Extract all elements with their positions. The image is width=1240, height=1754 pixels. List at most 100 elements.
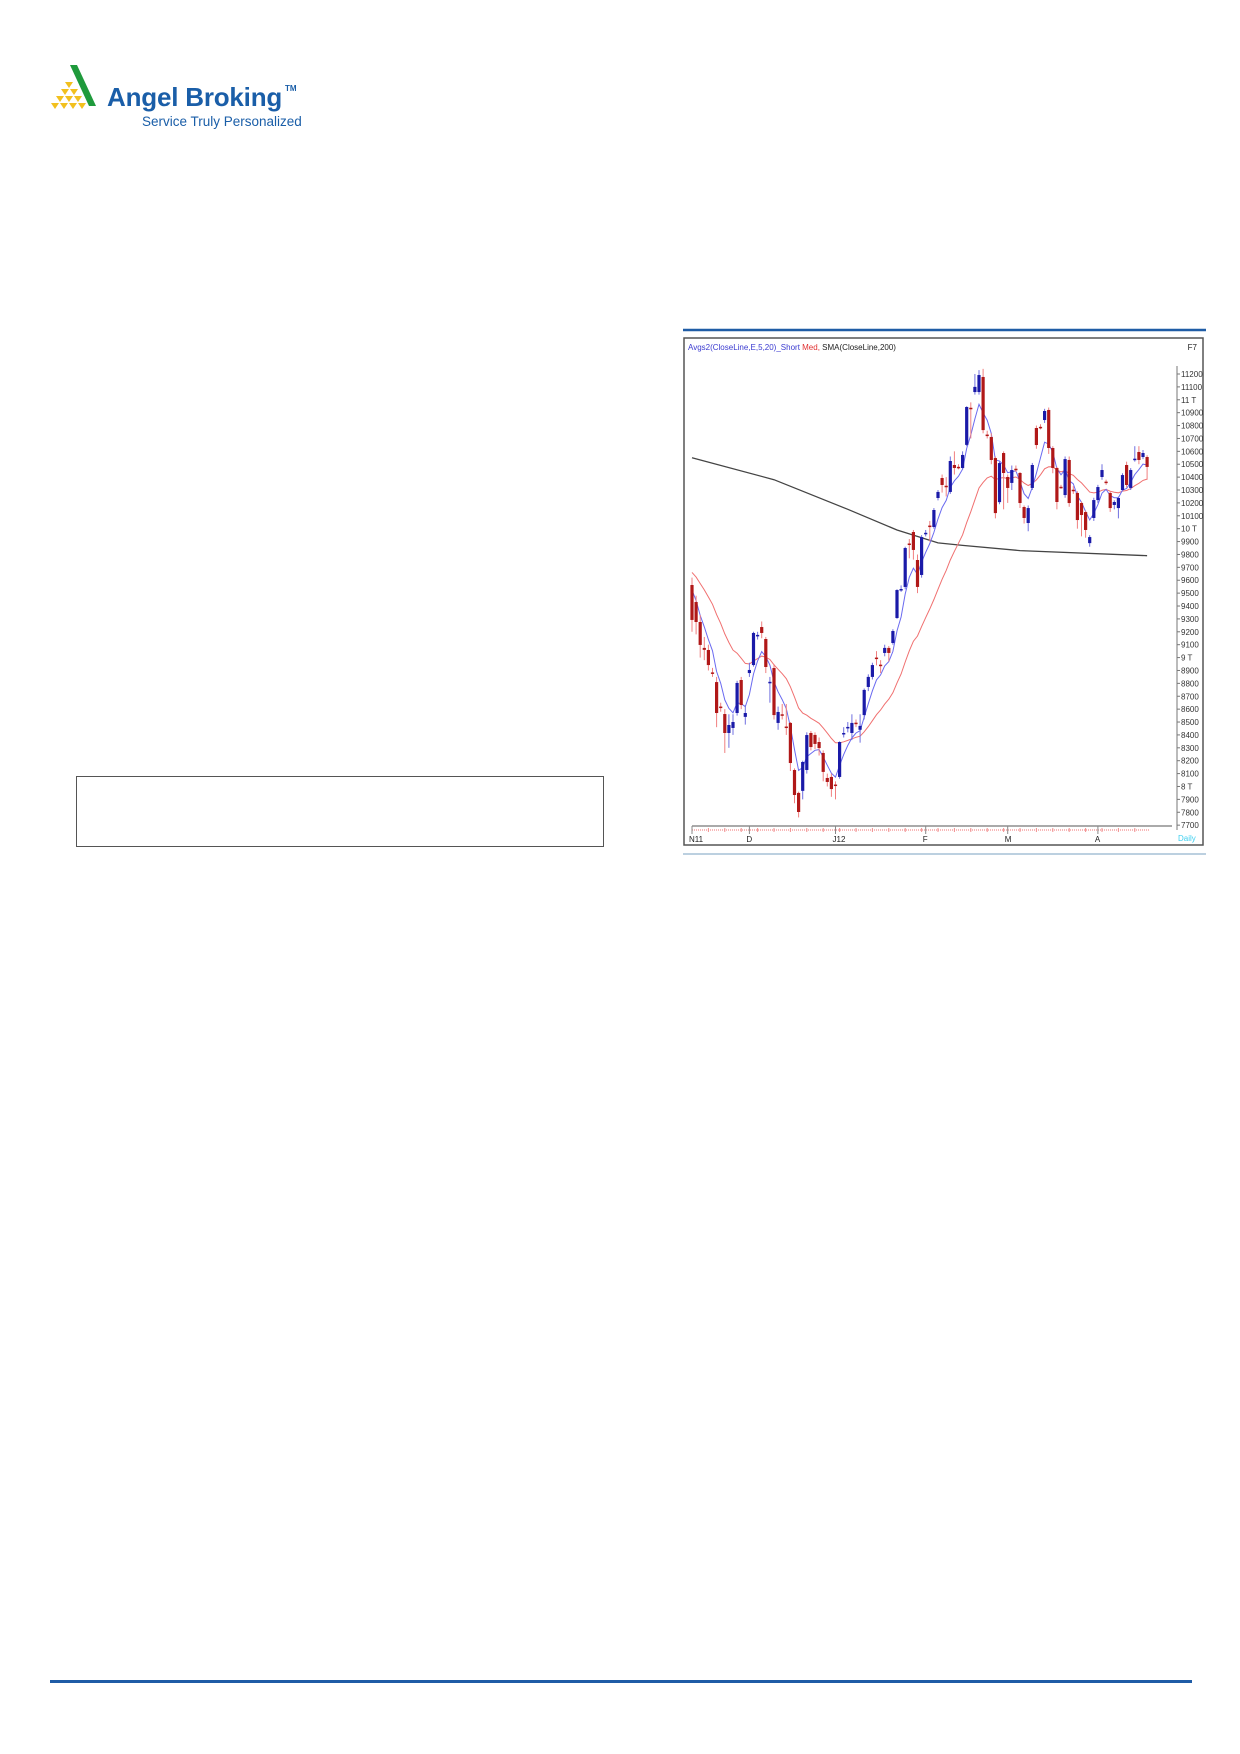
candle <box>698 615 702 658</box>
candle <box>1137 446 1141 465</box>
y-tick-label: 8600 <box>1181 705 1199 714</box>
candle-body <box>1133 458 1137 461</box>
candle <box>694 595 698 635</box>
candle <box>760 621 764 639</box>
candle-body <box>879 664 883 667</box>
candle-body <box>825 777 829 782</box>
candle <box>965 406 969 447</box>
candle <box>1014 465 1018 472</box>
legend-ema-short: Avgs2(CloseLine,E,5,20)_Short <box>688 343 801 352</box>
candle <box>825 773 829 787</box>
y-tick-label: 7900 <box>1181 795 1199 804</box>
candle <box>1125 461 1129 488</box>
note-box <box>76 776 604 847</box>
candle-body <box>956 466 961 469</box>
candle-body <box>735 682 739 714</box>
candle-body <box>1055 467 1059 502</box>
candle <box>731 714 735 735</box>
candle-body <box>784 726 788 729</box>
candle-body <box>961 454 965 468</box>
candle-body <box>887 647 891 653</box>
chart-corner-label: F7 <box>1188 343 1198 352</box>
candle <box>997 461 1002 505</box>
candle <box>879 660 883 674</box>
candle <box>858 714 862 743</box>
y-tick-label: 10100 <box>1181 512 1204 521</box>
x-tick-label: D <box>746 835 752 844</box>
candle-body <box>1120 475 1125 491</box>
candle <box>788 722 792 772</box>
y-tick-label: 8300 <box>1181 744 1199 753</box>
candle-body <box>924 532 928 535</box>
chart-frame <box>683 337 1204 846</box>
candle <box>1100 464 1104 480</box>
candle <box>710 667 715 677</box>
candle-body <box>760 627 764 633</box>
candle <box>719 702 723 712</box>
candle <box>829 773 833 797</box>
candle-body <box>747 669 751 674</box>
y-tick-label: 9900 <box>1181 538 1199 547</box>
candle-body <box>1043 410 1047 421</box>
candle <box>842 727 846 738</box>
candle <box>1047 407 1051 454</box>
candle <box>723 709 727 753</box>
candle-body <box>1002 453 1006 473</box>
candle-body <box>940 478 944 485</box>
candle-body <box>1018 472 1022 504</box>
candle <box>838 741 842 779</box>
candle <box>936 490 940 501</box>
y-tick-label: 8400 <box>1181 731 1199 740</box>
candle-body <box>1125 465 1129 485</box>
candle <box>1084 510 1088 538</box>
y-tick-label: 9600 <box>1181 576 1199 585</box>
candle-body <box>928 525 932 528</box>
candle-body <box>858 725 862 730</box>
candle-body <box>751 632 756 666</box>
candle <box>870 662 874 680</box>
candle <box>1022 505 1026 524</box>
candle <box>801 760 805 800</box>
brand-name: Angel Broking <box>107 82 283 112</box>
candle <box>727 714 731 748</box>
candle <box>862 688 866 720</box>
y-tick-label: 9700 <box>1181 563 1199 572</box>
candle-body <box>1026 508 1030 524</box>
candle-body <box>743 713 747 717</box>
candle-body <box>809 732 813 748</box>
candle-body <box>862 689 866 716</box>
x-tick-label: J12 <box>833 835 846 844</box>
candle-body <box>989 437 993 460</box>
y-tick-label: 10200 <box>1181 499 1204 508</box>
candle <box>805 732 809 774</box>
candle <box>874 651 879 666</box>
candle-body <box>797 792 801 813</box>
candle-body <box>1010 470 1014 483</box>
candle <box>1079 501 1084 537</box>
y-tick-label: 8700 <box>1181 692 1199 701</box>
candle-body <box>1137 451 1141 460</box>
candle-body <box>944 485 948 488</box>
y-tick-label: 8500 <box>1181 718 1199 727</box>
candle-body <box>866 676 870 687</box>
candle <box>792 768 797 804</box>
y-tick-label: 9300 <box>1181 615 1199 624</box>
y-tick-label: 10800 <box>1181 422 1204 431</box>
candle <box>1120 473 1125 492</box>
candle <box>1141 450 1145 460</box>
candle <box>1055 466 1059 510</box>
candle <box>1145 455 1149 480</box>
ema-short-line <box>691 402 1148 778</box>
candle <box>924 529 928 537</box>
candle-body <box>1112 501 1116 505</box>
candle-body <box>821 752 825 772</box>
candle-body <box>1116 498 1120 509</box>
chart-legend: Avgs2(CloseLine,E,5,20)_Short Med, SMA(C… <box>688 343 896 352</box>
candle-body <box>764 639 768 667</box>
candle-body <box>1108 492 1112 509</box>
candle <box>1026 505 1030 532</box>
candle <box>866 674 870 692</box>
candle <box>1116 496 1120 519</box>
candle-body <box>883 647 887 653</box>
